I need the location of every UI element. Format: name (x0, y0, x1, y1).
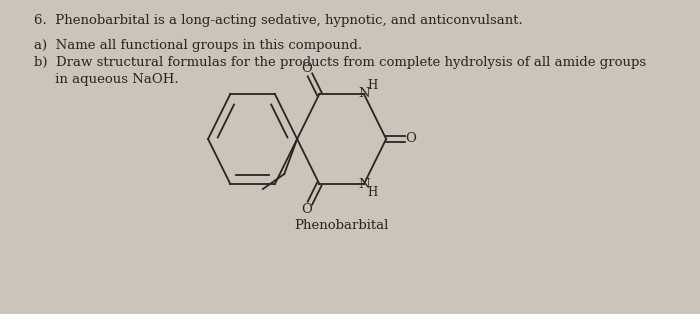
Text: O: O (302, 62, 312, 75)
Text: in aqueous NaOH.: in aqueous NaOH. (34, 73, 179, 86)
Text: 6.  Phenobarbital is a long-acting sedative, hypnotic, and anticonvulsant.: 6. Phenobarbital is a long-acting sedati… (34, 14, 523, 27)
Text: Phenobarbital: Phenobarbital (295, 219, 388, 232)
Text: O: O (302, 203, 312, 216)
Text: O: O (405, 133, 416, 145)
Text: N: N (358, 177, 370, 191)
Text: H: H (368, 79, 377, 92)
Text: a)  Name all functional groups in this compound.: a) Name all functional groups in this co… (34, 39, 363, 52)
Text: b)  Draw structural formulas for the products from complete hydrolysis of all am: b) Draw structural formulas for the prod… (34, 56, 646, 69)
Text: N: N (358, 88, 370, 100)
Text: H: H (368, 186, 377, 198)
